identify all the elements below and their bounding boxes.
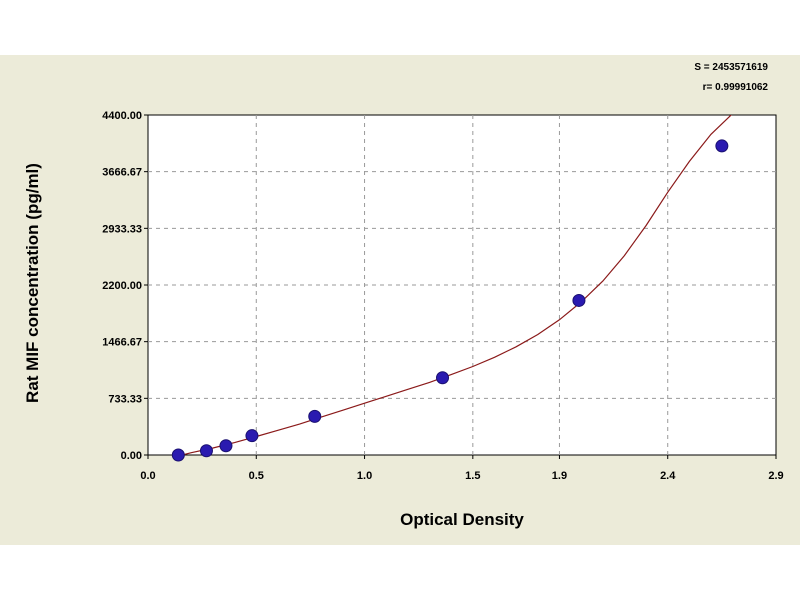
stat-s: S = 2453571619 (694, 62, 768, 73)
stat-r: r= 0.99991062 (703, 82, 769, 93)
grid-lines (148, 115, 776, 455)
fitted-curve-line (179, 115, 733, 455)
x-tick-label: 0.0 (140, 470, 155, 482)
data-point (715, 139, 729, 153)
data-point (199, 444, 213, 458)
x-axis-label: Optical Density (400, 510, 524, 529)
y-tick-label: 2933.33 (102, 223, 142, 235)
y-tick-labels: 0.00 733.33 1466.67 2200.00 2933.33 3666.67 44… (102, 110, 148, 462)
x-tick-label: 1.5 (465, 470, 480, 482)
data-point (436, 371, 450, 385)
y-axis-label: Rat MIF concentration (pg/ml) (23, 163, 42, 403)
data-point (219, 439, 233, 453)
fitted-curve-layer (179, 115, 733, 455)
x-tick-labels: 0.0 0.5 1.0 1.5 1.9 2.4 2.9 (140, 455, 784, 482)
x-tick-label: 1.0 (357, 470, 372, 482)
y-tick-label: 733.33 (108, 393, 142, 405)
y-tick-label: 2200.00 (102, 280, 142, 292)
y-tick-label: 4400.00 (102, 110, 142, 122)
y-tick-label: 3666.67 (102, 167, 142, 179)
data-point (572, 293, 586, 307)
x-tick-label: 2.9 (768, 470, 783, 482)
data-point (308, 409, 322, 423)
x-tick-label: 2.4 (660, 470, 676, 482)
data-point (171, 448, 185, 462)
y-tick-label: 1466.67 (102, 337, 142, 349)
data-points-layer (171, 139, 729, 462)
x-tick-label: 0.5 (249, 470, 264, 482)
data-point (245, 429, 259, 443)
y-tick-label: 0.00 (121, 450, 142, 462)
x-tick-label: 1.9 (552, 470, 567, 482)
